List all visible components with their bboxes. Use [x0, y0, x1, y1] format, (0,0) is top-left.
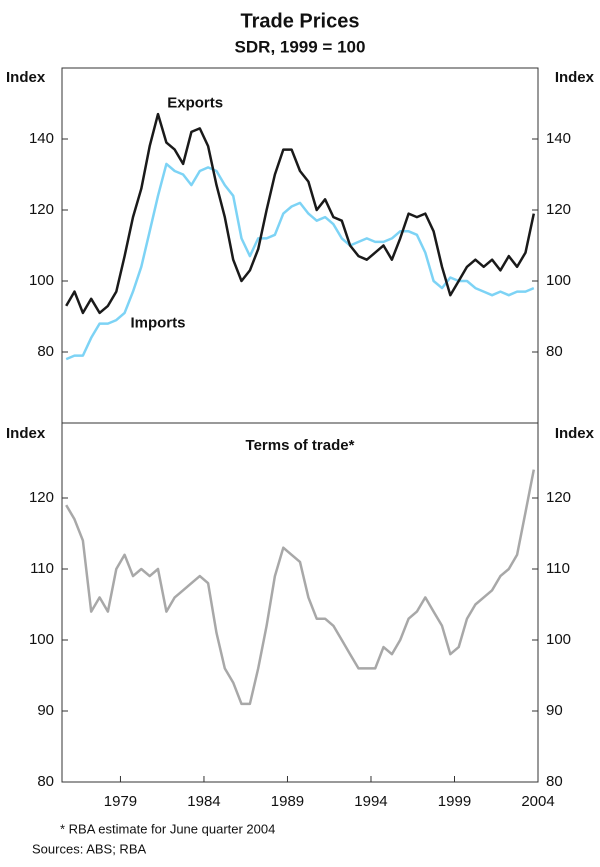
source-note: Sources: ABS; RBA — [32, 841, 146, 856]
y2-axis-label: Index — [555, 425, 595, 442]
series-label: Exports — [167, 94, 223, 111]
panel-title: Terms of trade* — [246, 437, 355, 454]
y-tick-label: 80 — [37, 343, 54, 360]
y2-tick-label: 100 — [546, 272, 571, 289]
y2-tick-label: 120 — [546, 489, 571, 506]
y-tick-label: 140 — [29, 130, 54, 147]
x-tick-label: 1979 — [104, 793, 137, 810]
series-line — [65, 112, 536, 315]
y-tick-label: 120 — [29, 201, 54, 218]
y-tick-label: 100 — [29, 631, 54, 648]
series-label: Imports — [130, 315, 185, 332]
x-tick-label: 1984 — [187, 793, 220, 810]
y2-tick-label: 120 — [546, 201, 571, 218]
y-axis-label: Index — [6, 425, 46, 442]
y-axis-label: Index — [6, 69, 46, 86]
y-tick-label: 90 — [37, 702, 54, 719]
y2-tick-label: 110 — [546, 560, 570, 577]
plot-frame — [61, 67, 539, 783]
x-tick-label: 1994 — [354, 793, 387, 810]
x-tick-label: 1989 — [271, 793, 304, 810]
chart-title: Trade Prices — [241, 10, 360, 32]
y2-tick-label: 90 — [546, 702, 563, 719]
footnote: * RBA estimate for June quarter 2004 — [60, 821, 275, 836]
y2-tick-label: 140 — [546, 130, 571, 147]
y-tick-label: 100 — [29, 272, 54, 289]
y2-tick-label: 100 — [546, 631, 571, 648]
series-line — [65, 162, 535, 361]
chart-subtitle: SDR, 1999 = 100 — [235, 37, 366, 56]
y2-axis-label: Index — [555, 69, 595, 86]
x-tick-label: 2004 — [521, 793, 554, 810]
y-tick-label: 110 — [30, 560, 54, 577]
x-tick-label: 1999 — [438, 793, 471, 810]
y-tick-label: 120 — [29, 489, 54, 506]
y-tick-label: 80 — [37, 773, 54, 790]
y2-tick-label: 80 — [546, 343, 563, 360]
y2-tick-label: 80 — [546, 773, 563, 790]
series-line — [65, 469, 536, 706]
